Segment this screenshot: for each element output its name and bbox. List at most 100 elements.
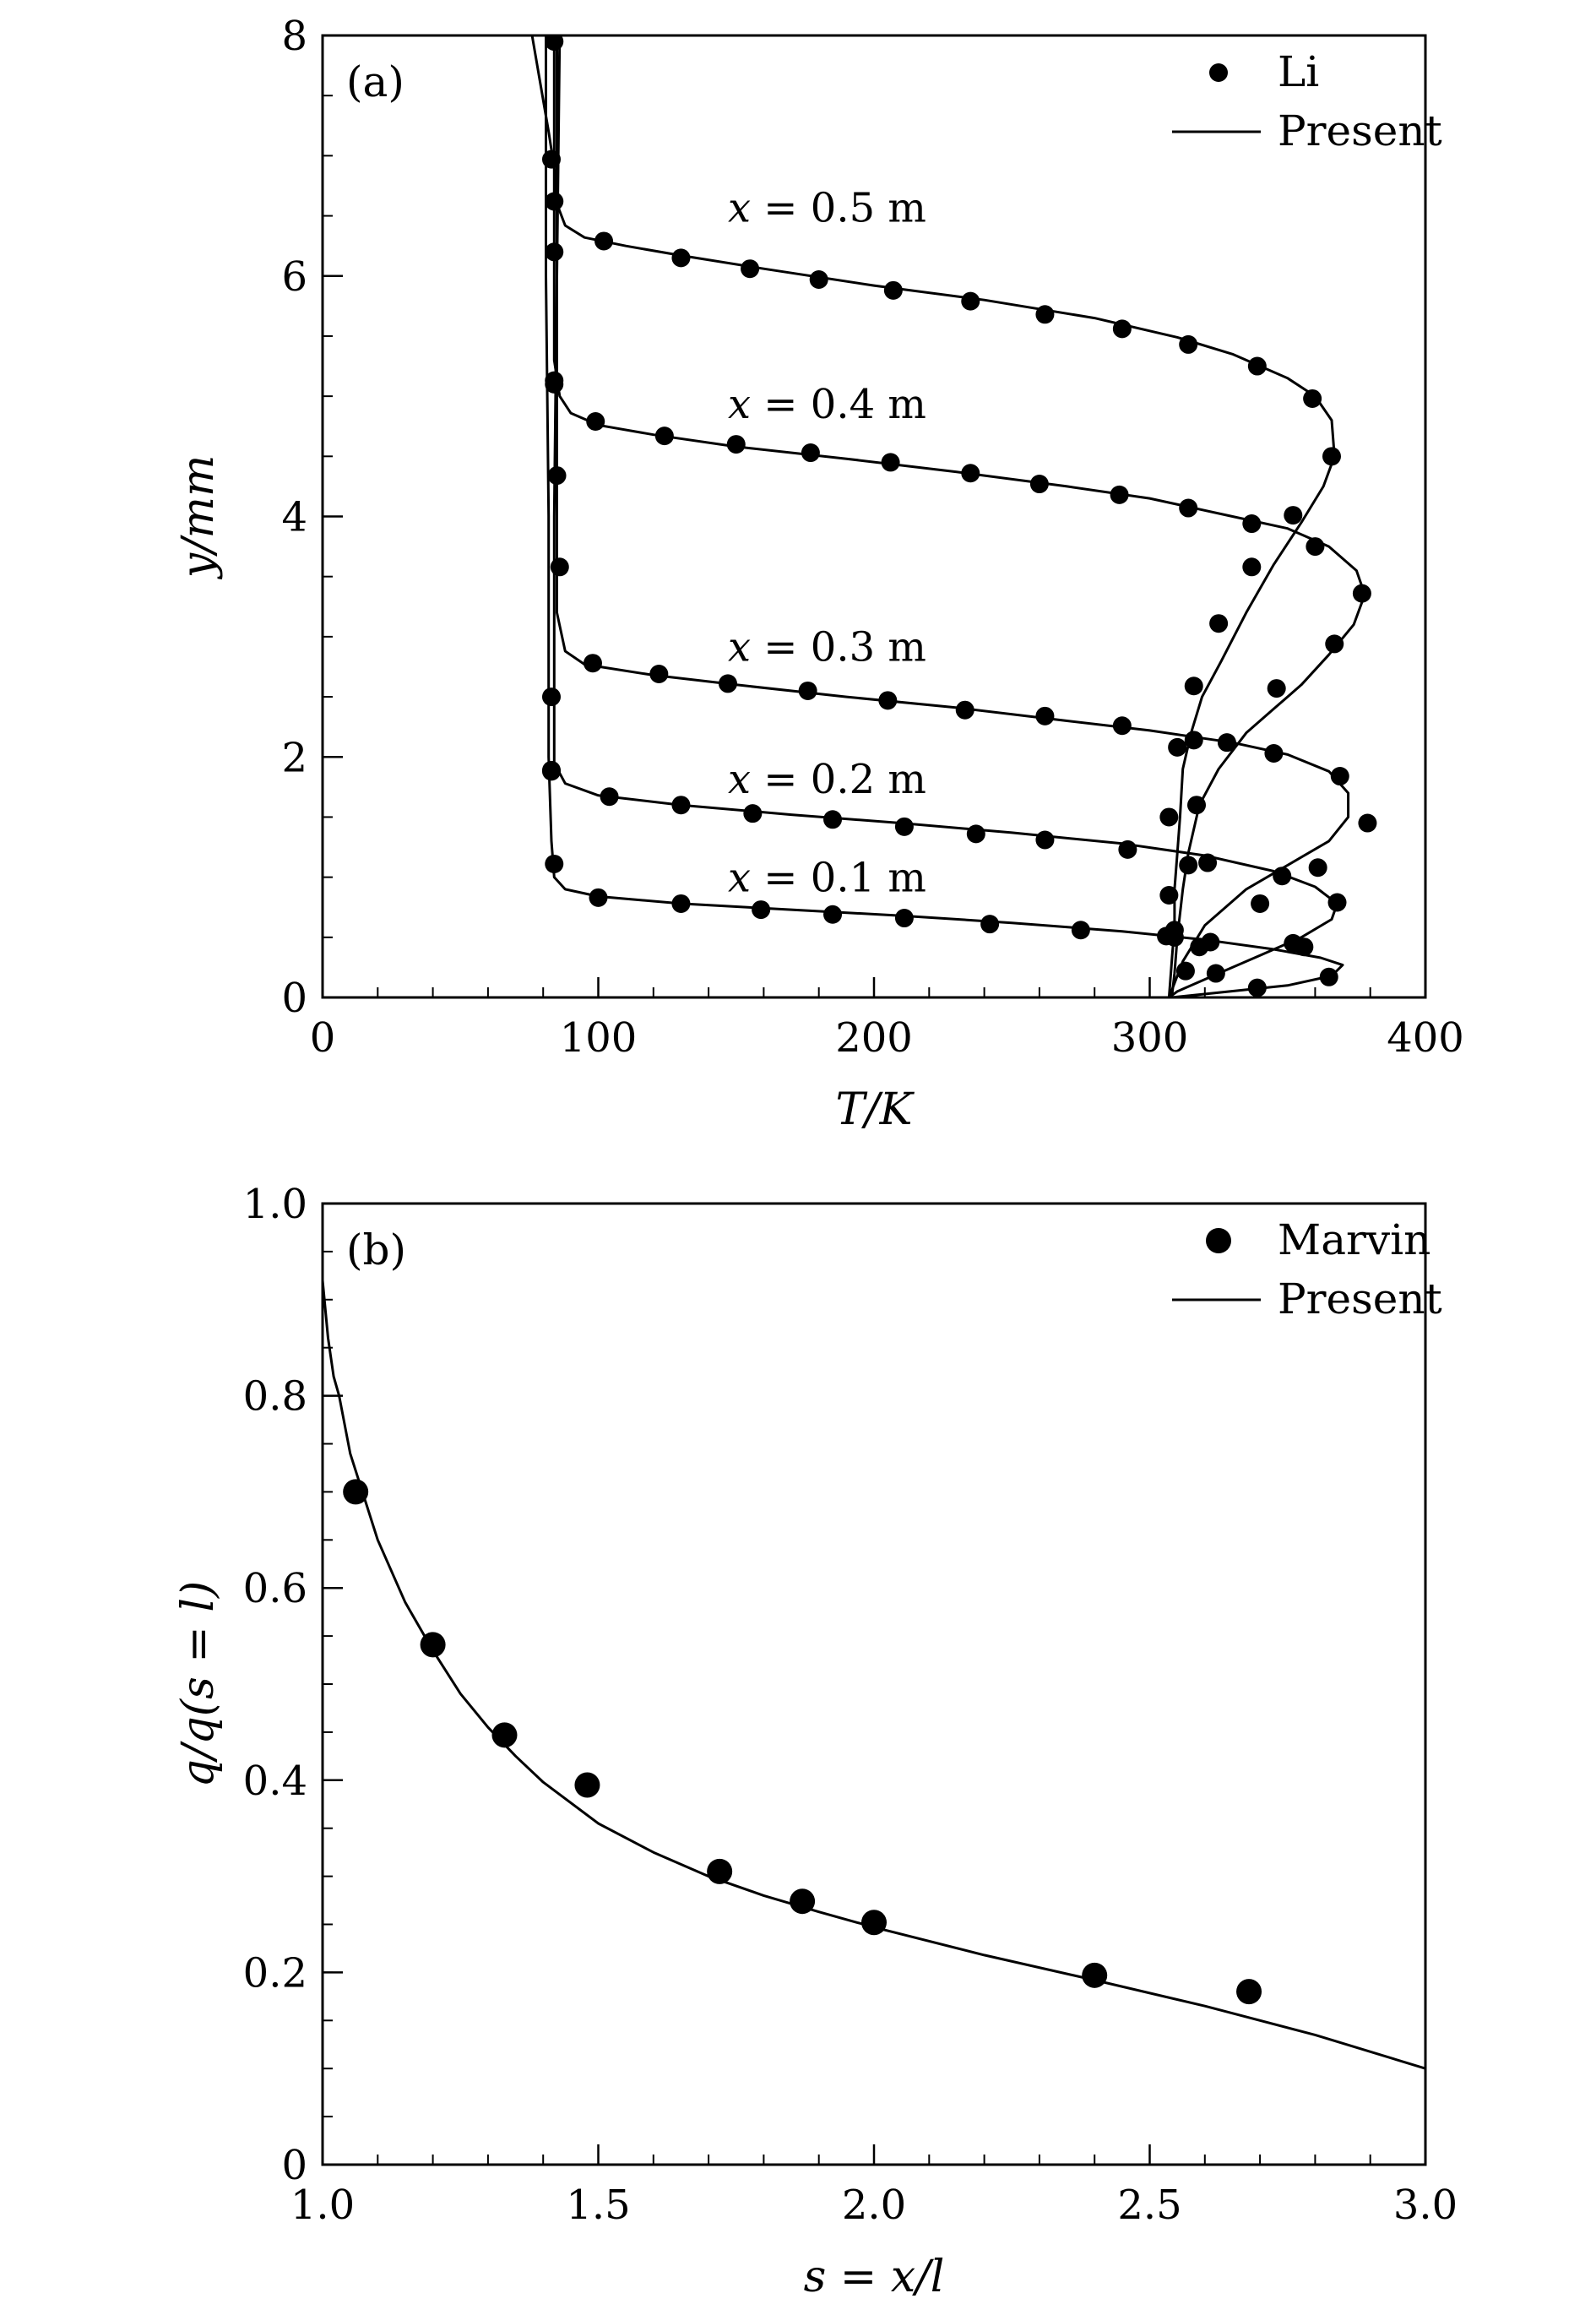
series-line — [530, 35, 1336, 997]
data-point — [961, 464, 980, 483]
series-x-0-2-m — [541, 35, 1347, 997]
data-point — [1236, 1979, 1262, 2005]
legend-label-line: Present — [1278, 106, 1442, 155]
curve-annotation: x = 0.2 m — [728, 756, 926, 803]
data-point — [955, 700, 974, 720]
x-tick-label: 100 — [560, 1014, 638, 1062]
data-point — [1358, 813, 1377, 833]
data-point — [1322, 447, 1341, 466]
data-point — [574, 1772, 600, 1798]
panel-a-temperature-profiles: 0 100 200 300 400 0 2 4 6 8 T/K y/mm (a) x = 0.5 m x =… — [173, 13, 1464, 1135]
data-point — [541, 149, 561, 169]
data-point — [1035, 305, 1055, 324]
data-point — [541, 687, 561, 707]
data-point — [881, 453, 900, 472]
data-point — [545, 242, 564, 262]
data-point — [878, 691, 898, 710]
data-point — [1264, 743, 1284, 763]
data-point — [1118, 840, 1137, 859]
plot-area — [530, 35, 1377, 997]
y-tick-label: 0.4 — [243, 1758, 307, 1805]
data-point — [861, 1910, 887, 1936]
legend-label-markers: Li — [1278, 47, 1319, 96]
x-axis-label: s = x/l — [804, 2252, 945, 2302]
data-point — [1209, 614, 1229, 633]
data-point — [752, 900, 771, 920]
data-point — [1168, 737, 1187, 757]
x-tick-label: 400 — [1387, 1014, 1464, 1062]
series-x-0-4-m — [545, 35, 1371, 997]
curve-annotation: x = 0.5 m — [728, 185, 926, 232]
y-axis-label: y/mm — [173, 455, 224, 580]
data-point — [1206, 964, 1225, 983]
data-point — [649, 665, 669, 684]
data-point — [1284, 933, 1303, 953]
series-line — [545, 35, 1344, 997]
data-point — [1330, 767, 1349, 786]
data-point — [823, 810, 843, 829]
series-present — [323, 1280, 1425, 2070]
panel-b-heat-flux-ratio: 1.0 1.5 2.0 2.5 3.0 0 0.2 0.4 0.6 0.8 1.0 s = x/l q/… — [173, 1181, 1458, 2302]
panel-label: (a) — [346, 57, 404, 106]
data-point — [1327, 893, 1347, 912]
data-point — [1306, 537, 1325, 557]
data-point — [966, 824, 985, 844]
data-point — [491, 1722, 518, 1748]
plot-frame — [321, 34, 1427, 999]
data-point — [809, 270, 828, 290]
data-point — [545, 854, 564, 873]
y-axis-label: q/q(s = l) — [173, 1581, 224, 1788]
data-point — [1352, 584, 1371, 603]
y-tick-label: 8 — [281, 13, 307, 60]
data-point — [600, 787, 619, 807]
y-tick-label: 0 — [281, 975, 307, 1022]
data-point — [1187, 796, 1207, 815]
data-point — [1251, 894, 1270, 913]
data-point — [1035, 706, 1055, 725]
y-tick-label: 4 — [281, 494, 307, 541]
data-point — [545, 35, 564, 52]
data-point — [707, 1858, 733, 1884]
data-point — [594, 231, 614, 251]
y-tick-label: 0 — [281, 2142, 307, 2189]
data-point — [1179, 498, 1198, 518]
data-point — [801, 443, 820, 463]
x-tick-label: 300 — [1111, 1014, 1189, 1062]
series-x-0-1-m — [541, 35, 1344, 997]
y-tick-label: 0.8 — [243, 1373, 307, 1421]
data-point — [1179, 856, 1198, 875]
data-point — [1267, 679, 1286, 698]
data-point — [1035, 830, 1055, 850]
legend-label-markers: Marvin — [1278, 1215, 1430, 1264]
data-point — [1284, 506, 1303, 525]
data-point — [1112, 319, 1132, 339]
data-point — [1071, 921, 1090, 940]
series-x-0-3-m — [541, 35, 1377, 997]
data-point — [545, 374, 564, 394]
legend-marker — [1206, 1228, 1231, 1253]
data-point — [961, 291, 980, 311]
y-tick-label: 6 — [281, 253, 307, 301]
y-tick-label: 1.0 — [243, 1181, 307, 1228]
x-tick-label: 200 — [835, 1014, 913, 1062]
data-point — [1184, 677, 1203, 696]
data-point — [1159, 885, 1179, 905]
data-point — [1159, 807, 1179, 827]
data-point — [1198, 853, 1218, 872]
data-point — [726, 435, 746, 454]
series-x-0-5-m — [530, 35, 1341, 997]
x-axis-label: T/K — [835, 1084, 915, 1135]
data-point — [1319, 967, 1338, 986]
data-point — [790, 1888, 816, 1915]
x-tick-label: 0 — [310, 1014, 336, 1062]
data-point — [589, 888, 608, 907]
data-point — [1308, 858, 1327, 878]
y-tick-label: 0.2 — [243, 1949, 307, 1997]
data-point — [1273, 867, 1292, 886]
data-point — [1242, 557, 1262, 577]
data-point — [1112, 716, 1132, 736]
legend-label-line: Present — [1278, 1274, 1442, 1323]
data-point — [1184, 731, 1203, 750]
data-point — [420, 1632, 446, 1658]
legend: Marvin Present — [1172, 1215, 1442, 1323]
